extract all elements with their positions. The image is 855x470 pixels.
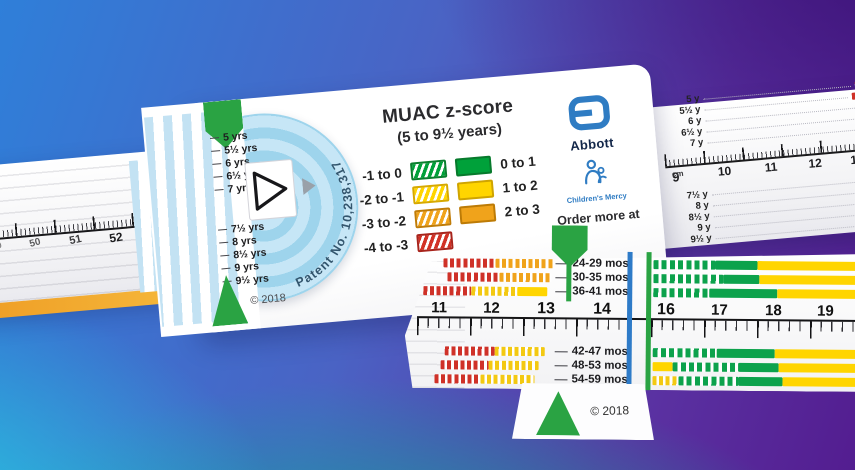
zscore-bar-yellow (488, 360, 539, 371)
zscore-bar-yellow (759, 275, 855, 286)
zscore-bar-green (652, 348, 717, 358)
zscore-bar-red (423, 286, 472, 296)
zscore-bar-yellow (777, 289, 855, 300)
ruler-number: 13 (537, 300, 555, 318)
legend-label: -1 to 0 (361, 164, 403, 184)
ruler-number: 12 (807, 155, 823, 171)
zscore-bar-yellow (494, 346, 545, 357)
legend-swatch-orange-solid (458, 203, 497, 225)
zscore-bar-green (738, 362, 779, 373)
abbott-logo-icon (568, 95, 610, 131)
age-range-label: 48-53 mos (554, 359, 628, 372)
muac-upper-band: 49 50 51 52 53 54 5 yrs 5½ yrs 6 yrs 6½ … (0, 29, 855, 358)
zscore-bar-yellow (782, 377, 855, 388)
zscore-bar-red (434, 374, 481, 384)
zscore-bar-yellow (778, 363, 855, 374)
zscore-bar-red (440, 360, 489, 370)
brand-block: Abbott Children's Mercy Order more at (534, 90, 653, 229)
legend-swatch-yellow-solid (456, 179, 495, 201)
legend-swatch-yellow-hatched (412, 183, 450, 205)
age-rows-right-lower: 7½ y 8 y 8½ y 9 y 9½ y (667, 172, 855, 248)
legend-label: -4 to -3 (363, 236, 409, 256)
ruler-number: 11 (431, 299, 448, 317)
legend-swatch-green-hatched (409, 159, 448, 181)
zscore-legend: -1 to 0 0 to 1 -2 to -1 1 to 2 -3 to -2 … (345, 150, 559, 258)
childrens-mercy-logo-icon (585, 159, 607, 185)
ruler-number: 13 (849, 152, 855, 168)
ruler-number: 18 (765, 302, 782, 320)
green-triangle-icon (536, 391, 580, 435)
ruler-number: 11 (764, 159, 778, 175)
ruler-number: 10 (717, 163, 732, 179)
zscore-bar-green (653, 274, 724, 284)
zscore-bar-yellow (652, 362, 673, 372)
ruler-number: 52 (108, 229, 124, 246)
zscore-bar-red (444, 346, 495, 356)
ruler-number: 49 (0, 239, 4, 253)
band-center-face: 5 yrs 5½ yrs 6 yrs 6½ yrs 7 yrs 7½ yrs 8… (141, 63, 670, 337)
unit-label: cm (671, 168, 684, 179)
zscore-bar-green (715, 260, 758, 271)
ruler-number: 14 (593, 300, 611, 318)
ruler-ticks (650, 320, 855, 339)
zscore-bar-green (653, 260, 716, 270)
zscore-bar-green (723, 274, 760, 285)
ruler-number: 12 (483, 299, 500, 317)
zscore-bar-yellow (757, 261, 855, 272)
age-label: 9½ y (690, 232, 713, 246)
zscore-bar-yellow (517, 286, 548, 297)
zscore-bar-red (447, 272, 500, 282)
title-block: MUAC z-score (5 to 9½ years) (352, 93, 545, 150)
ruler-number: 16 (657, 301, 675, 319)
zscore-bar-yellow (471, 286, 518, 296)
legend-swatch-orange-hatched (414, 207, 452, 229)
patent-curved-text: Patent No. 10,238,317 (273, 156, 371, 290)
ruler-number: 19 (817, 302, 834, 320)
zscore-bar-green (738, 376, 783, 387)
bottom-tab: © 2018 (512, 383, 654, 440)
legend-label: -2 to -1 (359, 188, 405, 208)
zscore-bar-yellow (652, 376, 679, 386)
tick-dash (554, 364, 568, 366)
zscore-bar-green (672, 362, 739, 372)
muac-lower-band: 24-29 mos 30-35 mos 36-41 mos 11 12 13 1… (404, 250, 855, 392)
tick-dash (554, 378, 568, 380)
ruler-ticks (416, 318, 624, 337)
zscore-bar-red (443, 258, 496, 268)
zscore-bar-yellow (480, 374, 535, 385)
tick-dash (554, 350, 568, 352)
zscore-bar-yellow (774, 349, 855, 360)
window-arrow-icon (252, 171, 288, 211)
legend-label: -3 to -2 (361, 212, 407, 232)
zscore-bar-red (851, 90, 855, 100)
legend-swatch-green-solid (454, 155, 493, 177)
zscore-bar-orange (499, 272, 552, 283)
pointer-stem (566, 263, 572, 302)
zscore-bar-green (678, 376, 739, 386)
zscore-bar-green (653, 288, 710, 298)
zscore-bar-green (709, 288, 778, 299)
age-range-label: 42-47 mos (554, 345, 628, 358)
childrens-mercy-wordmark: Children's Mercy (566, 190, 628, 206)
measurement-window[interactable] (244, 158, 298, 221)
ruler-number: 51 (68, 233, 83, 248)
ruler-number: 17 (711, 301, 728, 319)
copyright-upper: © 2018 (249, 291, 287, 308)
band-right-section: 5 y 5½ y 6 y 6½ y 7 y 9 cm 10 11 12 13 1… (659, 76, 855, 261)
zscore-bar-green (716, 348, 775, 359)
zscore-bar-orange (495, 258, 554, 269)
age-label: 7 y (689, 137, 704, 150)
abbott-wordmark: Abbott (569, 134, 615, 154)
ruler-number: 50 (28, 236, 42, 251)
copyright-lower: © 2018 (590, 403, 630, 419)
